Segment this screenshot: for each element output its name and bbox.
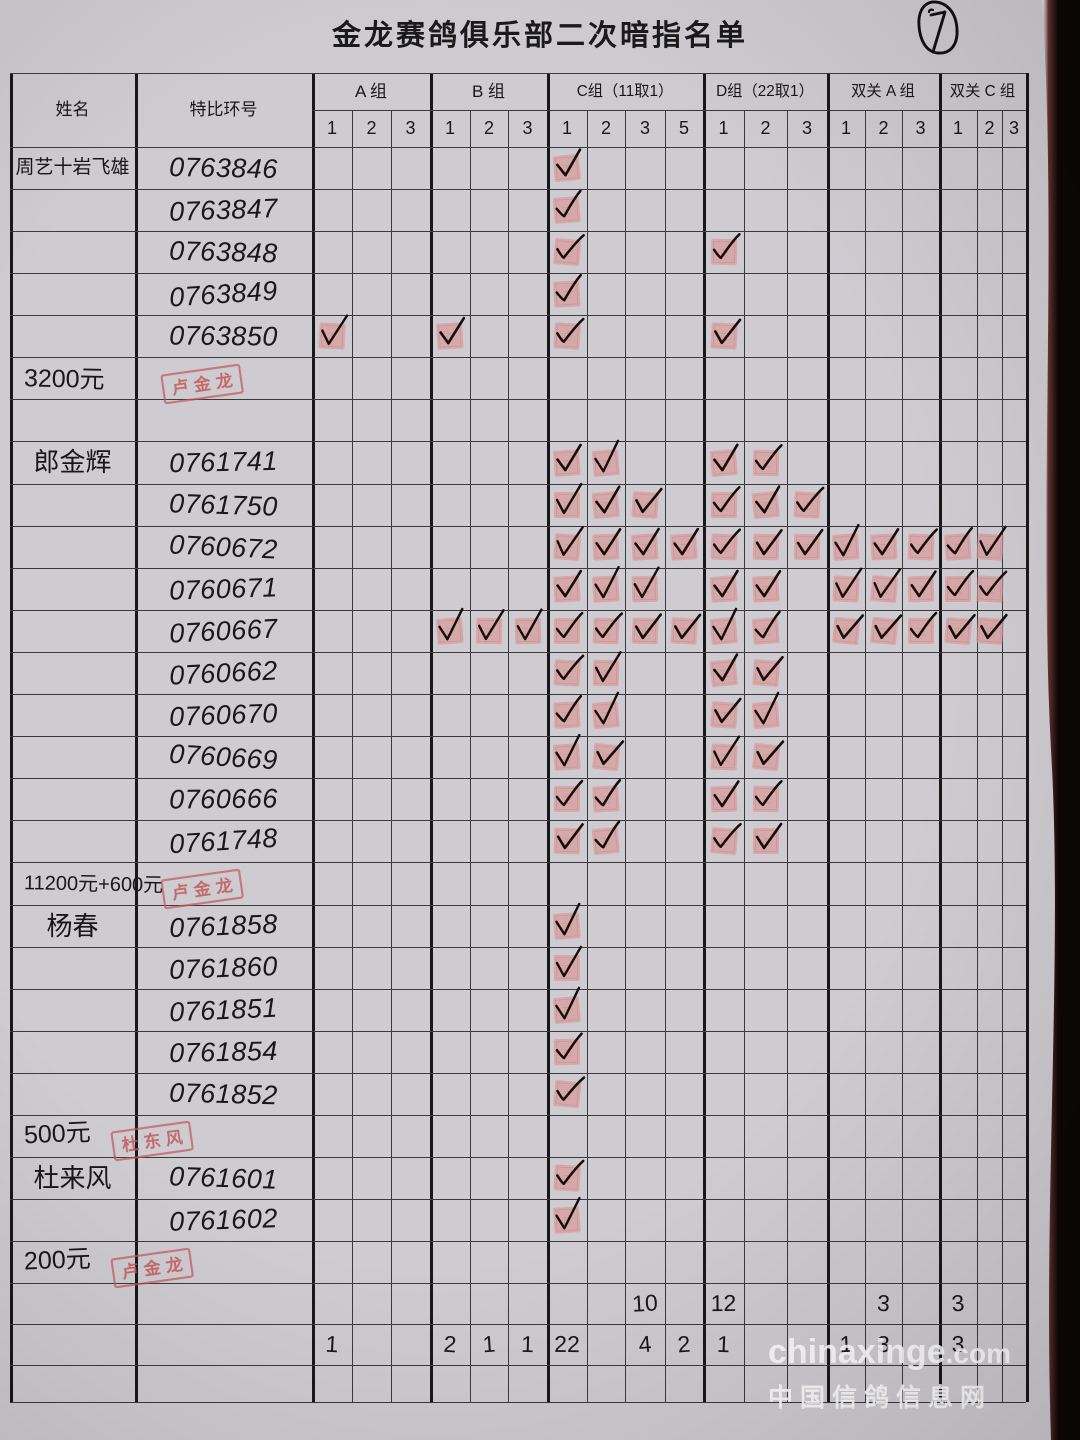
svg-text:金: 金 [141, 1256, 163, 1278]
svg-text:风: 风 [164, 1128, 183, 1149]
svg-text:金: 金 [191, 878, 213, 900]
svg-text:龙: 龙 [163, 1254, 184, 1276]
svg-text:卢: 卢 [170, 376, 190, 398]
svg-text:杜: 杜 [120, 1133, 140, 1155]
svg-text:金: 金 [191, 372, 213, 394]
svg-text:卢: 卢 [170, 881, 190, 903]
svg-text:东: 东 [142, 1130, 162, 1152]
svg-text:卢: 卢 [120, 1260, 140, 1282]
svg-text:龙: 龙 [213, 875, 234, 897]
svg-text:龙: 龙 [213, 369, 234, 391]
